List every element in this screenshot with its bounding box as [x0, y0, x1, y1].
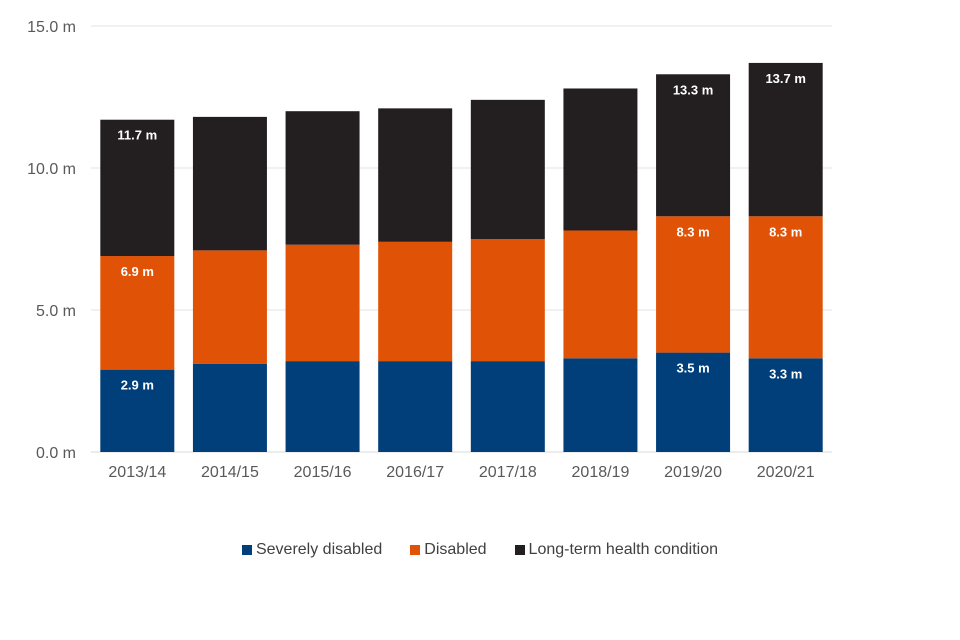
legend-item: Long-term health condition	[514, 541, 718, 559]
legend-item: Severely disabled	[241, 541, 383, 559]
legend-swatch	[410, 545, 421, 555]
bar-segment-long-term-health-condition-2013-14	[100, 119, 175, 257]
bar-segment-long-term-health-condition-2014-15	[192, 116, 267, 251]
bar-segment-severely-disabled-2013-14	[100, 369, 175, 452]
legend-item: Disabled	[410, 541, 487, 559]
y-tick-label: 10.0 m	[27, 161, 76, 178]
bar-segment-severely-disabled-2015-16	[285, 361, 360, 452]
x-tick-label: 2018/19	[572, 464, 630, 481]
x-tick-label: 2017/18	[479, 464, 537, 481]
bar-segment-severely-disabled-2018-19	[563, 358, 638, 452]
x-tick-label: 2014/15	[201, 464, 259, 481]
data-label: 6.9 m	[121, 264, 154, 279]
y-tick-label: 0.0 m	[36, 445, 76, 462]
legend-swatch	[514, 545, 525, 555]
bar-segment-disabled-2018-19	[563, 230, 638, 359]
bar-segment-severely-disabled-2017-18	[470, 361, 545, 452]
data-label: 11.7 m	[117, 128, 157, 143]
bar-segment-disabled-2015-16	[285, 244, 360, 362]
data-label: 8.3 m	[676, 224, 709, 239]
bar-segment-disabled-2017-18	[470, 239, 545, 362]
bar-segment-severely-disabled-2020-21	[748, 358, 823, 452]
bar-segment-long-term-health-condition-2016-17	[378, 108, 453, 242]
bar-segment-long-term-health-condition-2015-16	[285, 111, 360, 245]
bar-segment-long-term-health-condition-2018-19	[563, 88, 638, 231]
bar-segment-disabled-2020-21	[748, 216, 823, 359]
bar-segment-disabled-2019-20	[656, 216, 731, 353]
data-label: 13.7 m	[765, 71, 805, 86]
data-label: 8.3 m	[769, 224, 802, 239]
bar-segment-disabled-2014-15	[192, 250, 267, 364]
data-label: 3.3 m	[769, 366, 802, 381]
x-tick-label: 2020/21	[757, 464, 815, 481]
bar-segment-disabled-2016-17	[378, 241, 453, 362]
data-label: 2.9 m	[121, 378, 154, 393]
bar-segment-long-term-health-condition-2017-18	[470, 99, 545, 239]
bar-segment-long-term-health-condition-2019-20	[656, 74, 731, 217]
data-label: 3.5 m	[676, 361, 709, 376]
legend-label: Disabled	[424, 541, 487, 558]
bar-segment-severely-disabled-2019-20	[656, 352, 731, 452]
y-tick-label: 15.0 m	[27, 19, 76, 36]
legend: Severely disabled Disabled Long-term healt…	[0, 541, 960, 559]
x-tick-label: 2013/14	[108, 464, 166, 481]
legend-label: Severely disabled	[255, 541, 383, 558]
x-tick-label: 2016/17	[386, 464, 444, 481]
x-tick-label: 2015/16	[294, 464, 352, 481]
x-tick-label: 2019/20	[664, 464, 722, 481]
legend-swatch	[241, 545, 252, 555]
y-tick-label: 5.0 m	[36, 303, 76, 320]
bar-segment-severely-disabled-2016-17	[378, 361, 453, 452]
legend-label: Long-term health condition	[528, 541, 718, 558]
data-label: 13.3 m	[673, 82, 713, 97]
bar-segment-disabled-2013-14	[100, 256, 175, 370]
bar-segment-severely-disabled-2014-15	[192, 363, 267, 452]
bar-segment-long-term-health-condition-2020-21	[748, 62, 823, 217]
